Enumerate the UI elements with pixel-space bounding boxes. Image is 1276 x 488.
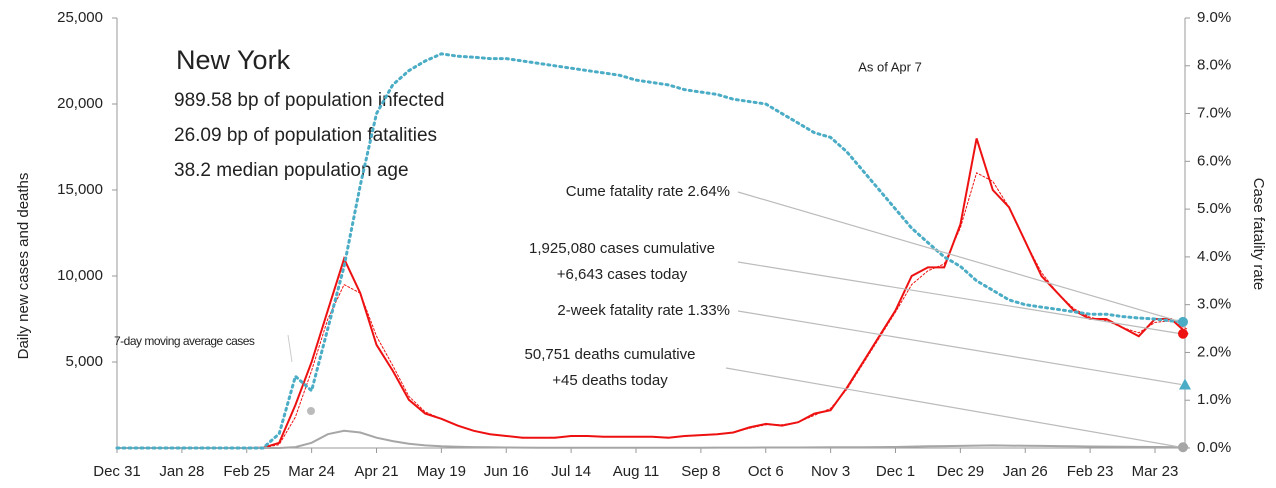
callout-text: 50,751 deaths cumulative xyxy=(525,346,696,363)
x-tick-label: Mar 23 xyxy=(1132,463,1179,480)
chart-title: New York xyxy=(176,45,291,75)
y-axis-label: Daily new cases and deaths xyxy=(15,173,32,360)
y-tick-label: 5,000 xyxy=(65,353,103,370)
y-tick-label: 25,000 xyxy=(57,9,103,26)
y2-tick-label: 2.0% xyxy=(1197,343,1231,360)
y2-axis-label: Case fatality rate xyxy=(1250,178,1267,291)
info-line: 38.2 median population age xyxy=(174,160,409,181)
x-tick-label: Dec 29 xyxy=(937,463,985,480)
x-tick-label: Dec 1 xyxy=(876,463,915,480)
x-tick-label: Feb 25 xyxy=(223,463,270,480)
callout-marker xyxy=(1179,378,1191,390)
callout-marker xyxy=(1178,442,1188,453)
info-line: 26.09 bp of population fatalities xyxy=(174,125,437,146)
info-line: 989.58 bp of population infected xyxy=(174,90,444,111)
x-tick-label: May 19 xyxy=(417,463,466,480)
series-line xyxy=(116,429,1189,449)
y-tick-label: 15,000 xyxy=(57,181,103,198)
x-tick-label: Jul 14 xyxy=(551,463,591,480)
x-tick-label: Dec 31 xyxy=(93,463,141,480)
callout-leader xyxy=(737,191,1182,323)
callout-text: +6,643 cases today xyxy=(557,266,688,283)
x-tick-label: Sep 8 xyxy=(681,463,720,480)
y2-tick-label: 0.0% xyxy=(1197,439,1231,456)
y2-tick-label: 5.0% xyxy=(1197,200,1231,217)
x-tick-label: Mar 24 xyxy=(288,463,335,480)
series-line xyxy=(116,172,1188,449)
x-tick-label: Feb 23 xyxy=(1067,463,1114,480)
callout-leader xyxy=(737,261,1182,335)
x-tick-label: Jun 16 xyxy=(484,463,529,480)
as-of: As of Apr 7 xyxy=(858,59,922,74)
x-tick-label: Oct 6 xyxy=(748,463,784,480)
annotation-leader xyxy=(287,334,293,363)
y-tick-label: 10,000 xyxy=(57,267,103,284)
callout-text: 2-week fatality rate 1.33% xyxy=(557,302,730,319)
x-tick-label: Jan 26 xyxy=(1003,463,1048,480)
x-tick-label: Nov 3 xyxy=(811,463,850,480)
y2-tick-label: 3.0% xyxy=(1197,296,1231,313)
y2-tick-label: 1.0% xyxy=(1197,391,1231,408)
callout-text: Cume fatality rate 2.64% xyxy=(566,183,730,200)
y2-tick-label: 7.0% xyxy=(1197,105,1231,122)
annotation-dot xyxy=(307,407,315,415)
callout-text: +45 deaths today xyxy=(552,372,668,389)
y2-tick-label: 9.0% xyxy=(1197,9,1231,26)
y2-tick-label: 4.0% xyxy=(1197,248,1231,265)
x-tick-label: Aug 11 xyxy=(613,463,659,480)
y-tick-label: 20,000 xyxy=(57,95,103,112)
callout-leader xyxy=(737,310,1182,386)
callout-leader xyxy=(725,367,1182,448)
series-line xyxy=(115,52,1189,450)
series-annotation: 7-day moving average cases xyxy=(114,334,255,348)
callout-text: 1,925,080 cases cumulative xyxy=(529,240,715,257)
x-tick-label: Apr 21 xyxy=(354,463,398,480)
callout-marker xyxy=(1178,328,1188,339)
y2-tick-label: 8.0% xyxy=(1197,57,1231,74)
x-tick-label: Jan 28 xyxy=(159,463,204,480)
callout-marker xyxy=(1178,316,1188,327)
y2-tick-label: 6.0% xyxy=(1197,152,1231,169)
